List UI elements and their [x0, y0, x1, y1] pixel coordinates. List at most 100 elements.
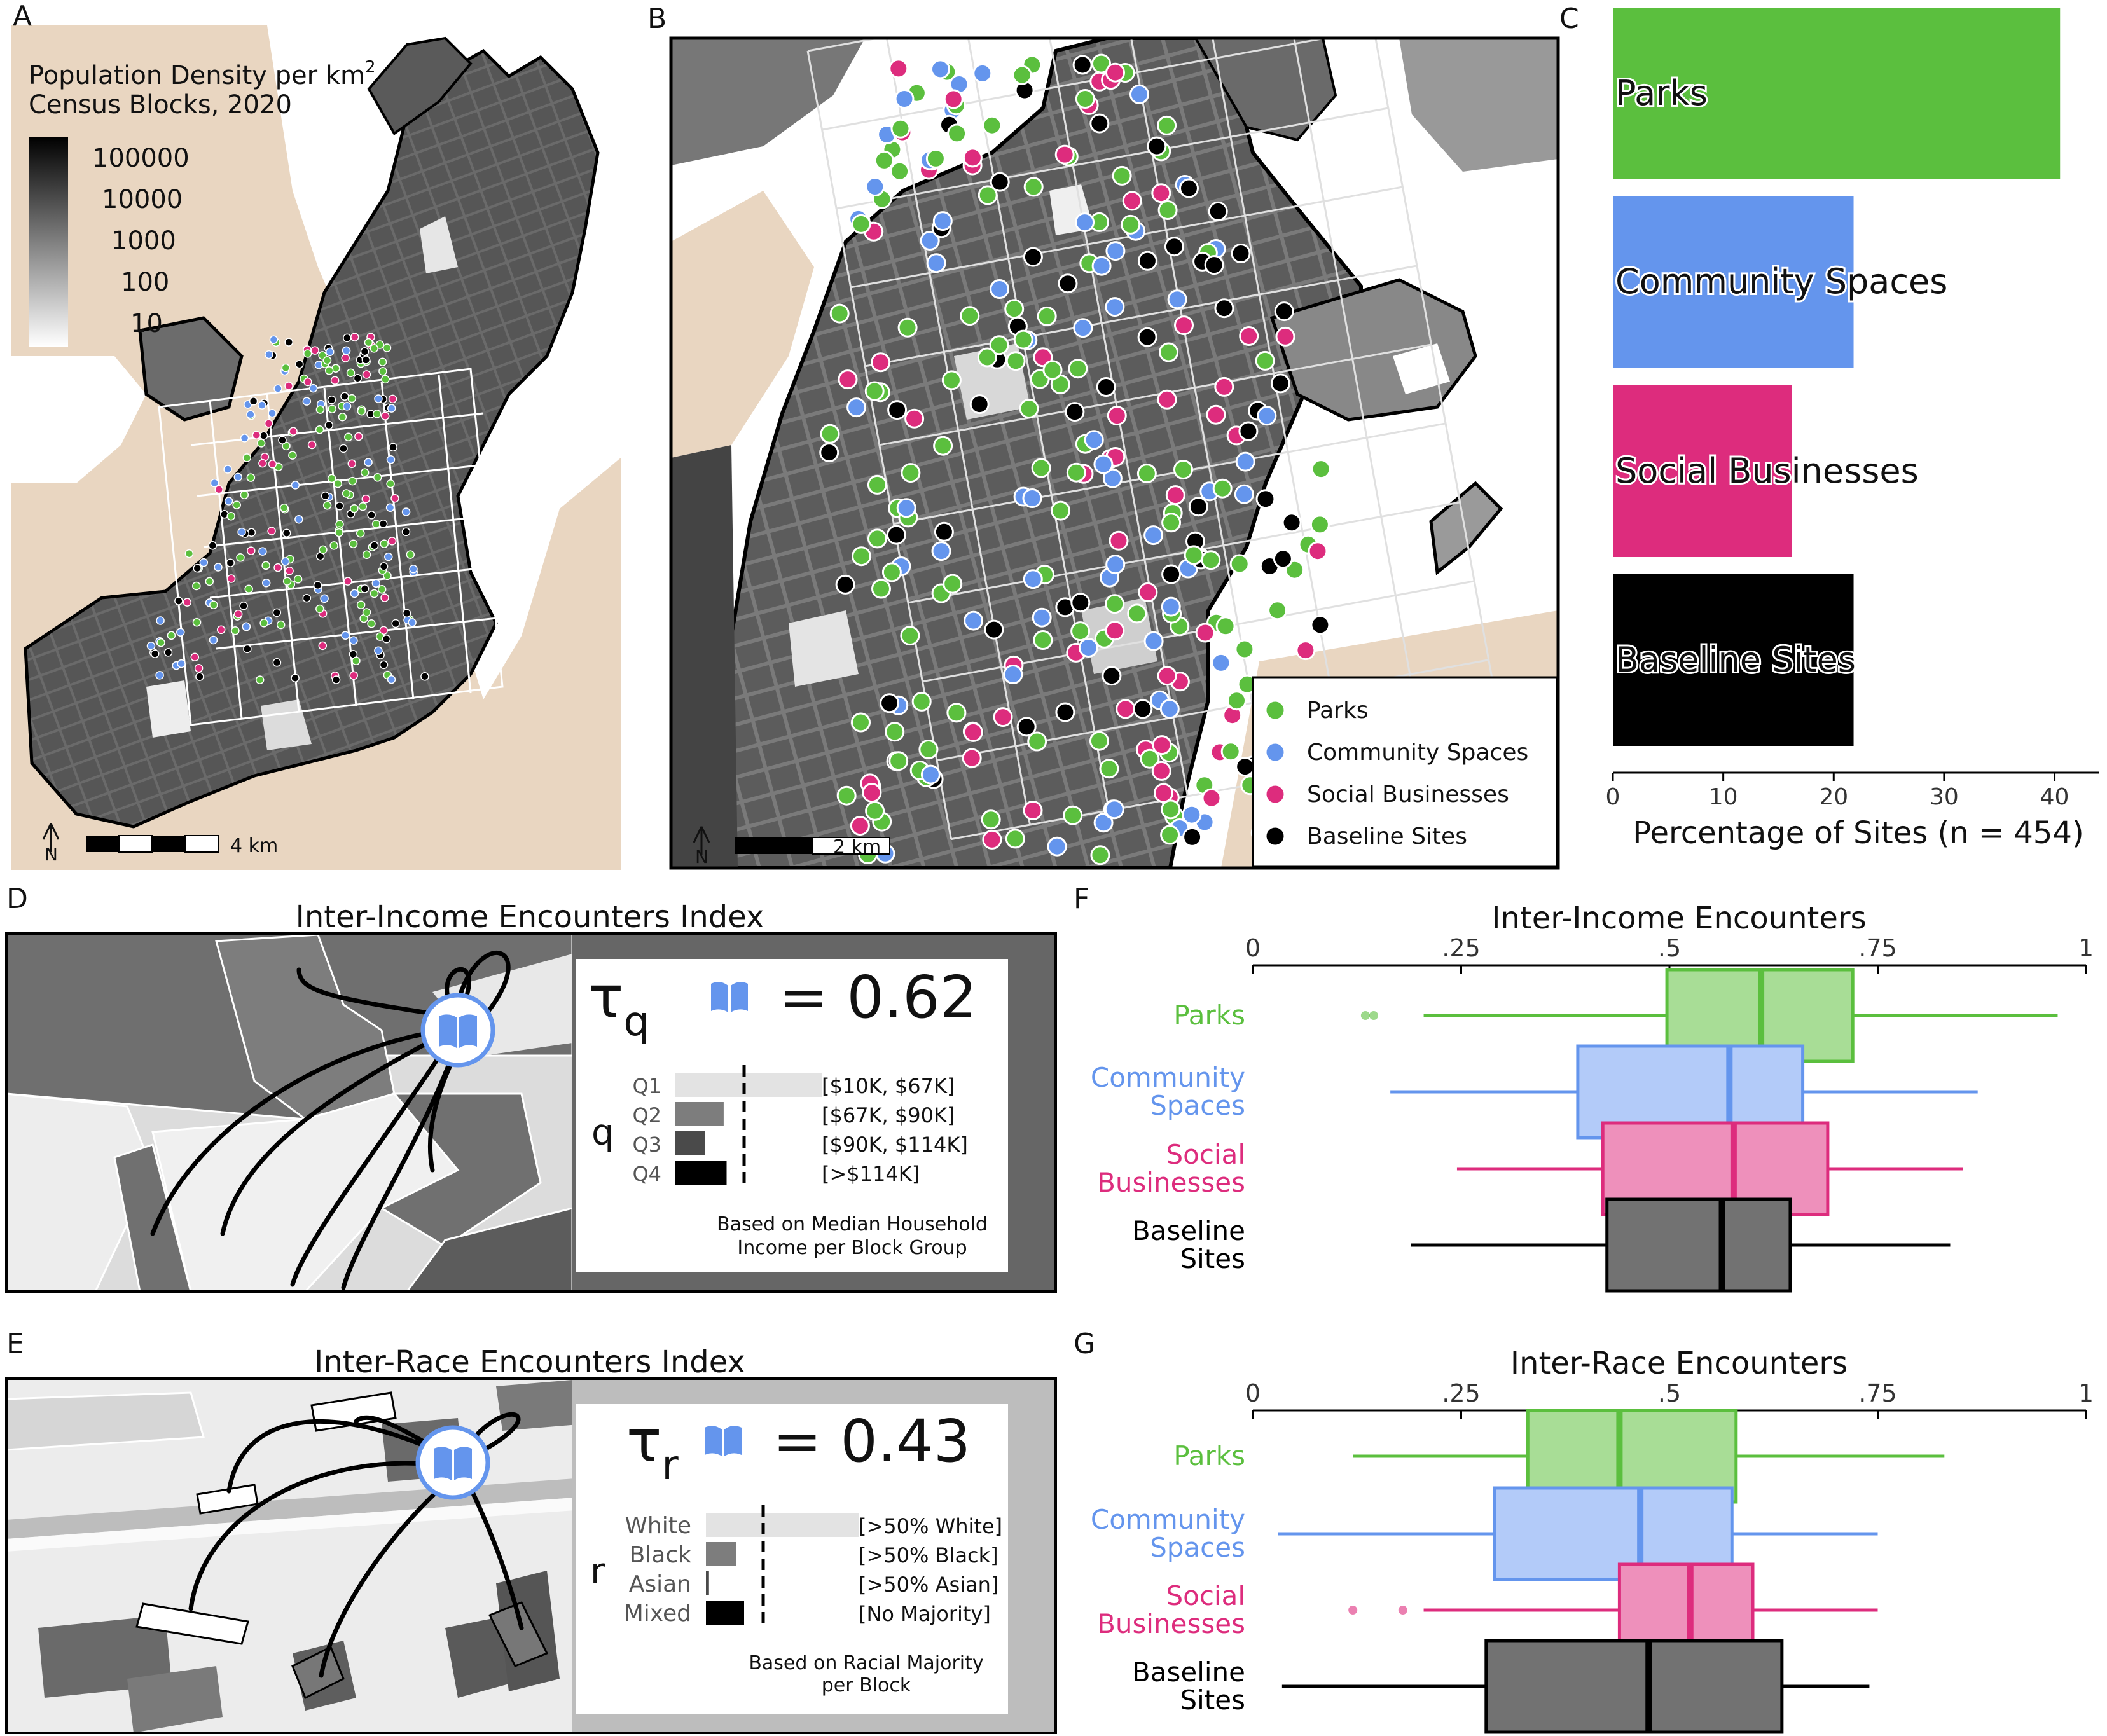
site-marker — [327, 474, 336, 483]
site-marker — [1159, 342, 1179, 362]
site-marker — [972, 63, 993, 83]
site-marker — [258, 401, 266, 410]
site-marker — [963, 722, 983, 742]
range-label: [>50% Asian] — [859, 1573, 998, 1597]
site-marker — [267, 527, 276, 535]
svg-text:N: N — [695, 846, 708, 867]
a-scale-bar: 4 km — [86, 835, 278, 857]
site-marker — [331, 675, 341, 684]
site-marker — [819, 443, 839, 463]
category-label: Q4 — [632, 1162, 661, 1186]
site-marker — [246, 473, 256, 482]
site-marker — [1204, 255, 1224, 275]
legend-swatch — [1264, 783, 1286, 805]
site-marker — [214, 485, 223, 494]
site-marker — [216, 625, 226, 635]
site-marker — [362, 608, 371, 617]
bar-label: Community Spaces — [1615, 261, 1947, 301]
site-marker — [1016, 717, 1037, 737]
site-marker — [1066, 462, 1086, 483]
bar — [1613, 196, 1854, 368]
site-marker — [1005, 351, 1026, 371]
site-marker — [387, 404, 396, 413]
site-marker — [1161, 564, 1182, 584]
site-marker — [1091, 256, 1112, 276]
site-marker — [420, 672, 429, 681]
x-tick-label: .5 — [1658, 1379, 1681, 1407]
site-marker — [310, 346, 319, 355]
site-marker — [1235, 451, 1255, 472]
x-tick-label: 1 — [2078, 934, 2094, 962]
site-marker — [1109, 530, 1129, 551]
site-marker — [343, 577, 352, 586]
bar-label: Parks — [1615, 73, 1708, 113]
site-marker — [1229, 554, 1250, 574]
site-marker — [1188, 497, 1208, 517]
share-bar — [675, 1073, 822, 1097]
site-marker — [1227, 691, 1247, 711]
site-marker — [1047, 836, 1067, 857]
book-icon — [420, 993, 495, 1068]
site-marker — [256, 439, 266, 448]
site-marker — [1032, 607, 1052, 628]
site-marker — [378, 357, 387, 366]
site-marker — [964, 610, 984, 631]
x-tick-label: 30 — [1930, 784, 1959, 810]
category-label: Baseline Sites — [1132, 1657, 1245, 1716]
site-marker — [851, 214, 871, 234]
site-marker — [1273, 549, 1293, 569]
share-bar — [706, 1601, 744, 1625]
site-marker — [1023, 569, 1043, 589]
site-marker — [885, 722, 905, 742]
site-marker — [1051, 500, 1071, 521]
site-marker — [233, 472, 242, 482]
site-marker — [1089, 731, 1109, 751]
site-marker — [977, 347, 997, 368]
site-marker — [1157, 666, 1177, 686]
site-marker — [1093, 813, 1114, 833]
site-marker — [357, 406, 366, 416]
site-marker — [361, 494, 371, 504]
panel-e-title: Inter-Race Encounters Index — [314, 1344, 745, 1380]
book-icon — [705, 1426, 742, 1456]
site-marker — [233, 609, 243, 619]
tau-r-symbol: τr — [626, 1407, 679, 1489]
site-marker — [243, 644, 252, 654]
site-marker — [261, 561, 270, 570]
site-marker — [887, 400, 908, 420]
site-marker — [867, 474, 887, 495]
site-marker — [1068, 359, 1088, 379]
site-marker — [252, 431, 261, 440]
site-marker — [335, 501, 344, 511]
site-marker — [1037, 306, 1057, 326]
site-marker — [982, 115, 1002, 135]
site-marker — [1075, 212, 1095, 233]
site-marker — [354, 432, 363, 441]
site-marker — [1231, 244, 1251, 263]
site-marker — [1105, 594, 1125, 614]
grid-line — [894, 422, 1446, 525]
legend-label: Baseline Sites — [1307, 823, 1467, 850]
site-marker — [838, 369, 858, 390]
site-marker — [273, 563, 282, 572]
site-marker — [232, 500, 241, 509]
site-marker — [1116, 699, 1136, 719]
panel-f-letter: F — [1074, 883, 1089, 915]
a-legend-tick: 100000 — [92, 144, 190, 173]
site-marker — [313, 581, 322, 590]
site-marker — [264, 419, 273, 428]
site-marker — [259, 619, 268, 628]
site-marker — [820, 424, 840, 444]
book-icon — [415, 1425, 490, 1500]
box — [1484, 1639, 1784, 1734]
e-note-line-1: Based on Racial Majority — [749, 1652, 983, 1674]
site-marker — [240, 490, 249, 500]
site-marker — [374, 394, 383, 403]
site-marker — [1090, 845, 1110, 865]
site-marker — [1255, 489, 1276, 509]
site-marker — [347, 394, 357, 403]
site-marker — [360, 584, 370, 593]
site-marker — [319, 545, 328, 555]
site-marker — [851, 712, 871, 733]
site-marker — [379, 562, 389, 571]
